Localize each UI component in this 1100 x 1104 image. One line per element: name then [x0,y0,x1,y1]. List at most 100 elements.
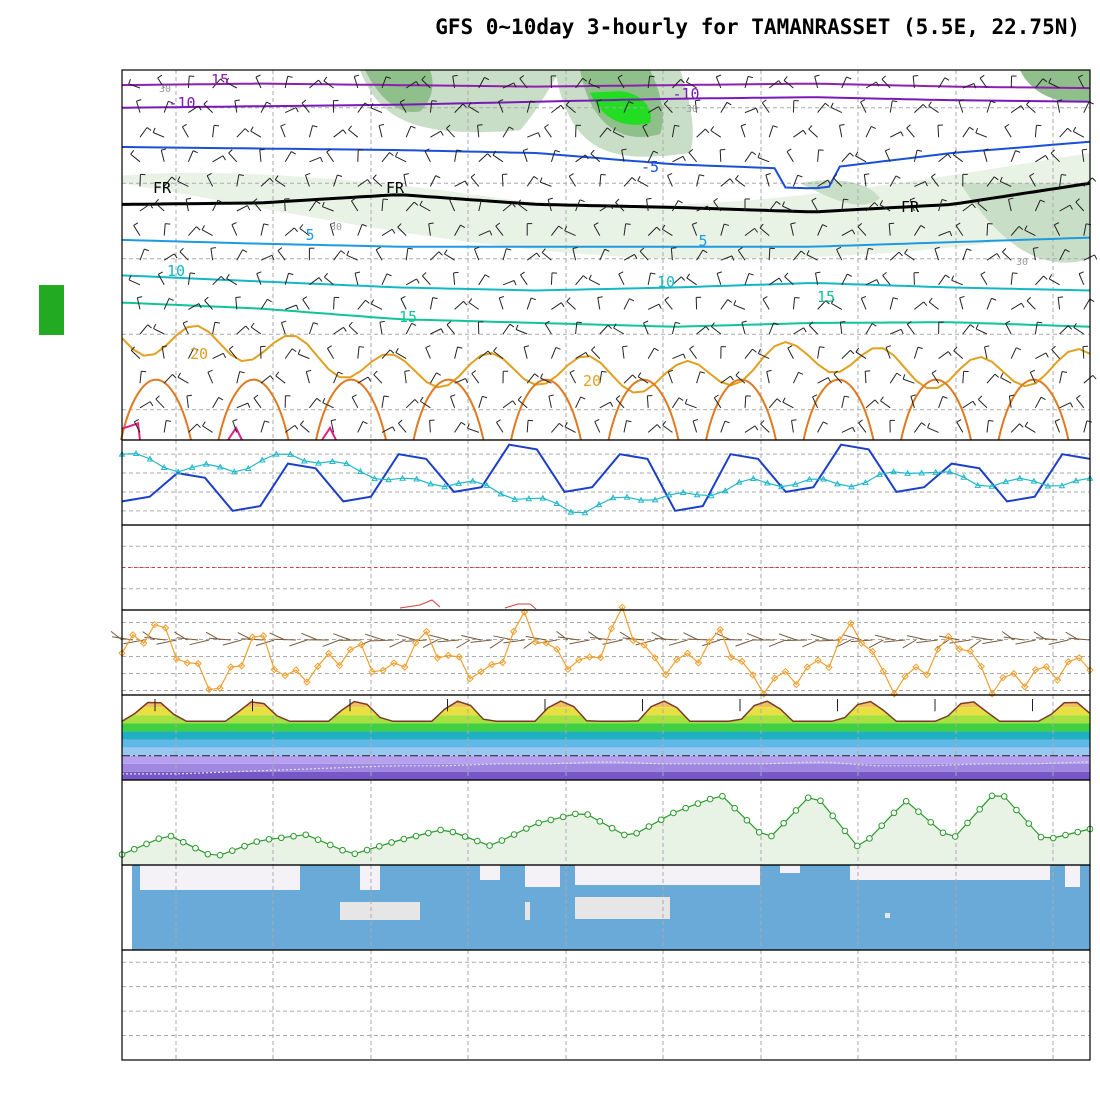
wind-barb [551,273,552,285]
contour-label: 20 [190,345,208,363]
wind10-speed-line [122,607,1090,694]
wind-barb-flag [795,297,800,298]
wind10-barb [916,640,937,643]
rh2m-point [144,841,150,847]
wind10-barb [1016,640,1036,644]
cloud-middle-clear [575,897,670,919]
rh2m-point [548,817,554,823]
rh2m-point [744,817,750,823]
rh2m-point [1050,835,1056,841]
rh2m-point [695,801,701,807]
wind10-barb [769,640,786,647]
contour-label: 15 [211,71,229,89]
rh2m-point [315,837,321,843]
wind10-barb [390,640,405,647]
wind10-barb [669,640,688,645]
rh2m-point [818,798,824,804]
panel-frame-slp [122,440,1090,525]
wind10-barb [903,640,916,648]
rh2m-point [499,838,505,844]
rh2m-point [217,852,223,858]
rh2m-point [609,825,615,831]
wind10-barb [223,640,242,645]
wind10-barb [289,640,307,646]
rh2m-point [131,846,137,852]
contour-label: FR [901,198,920,216]
rh2m-point [1075,829,1081,835]
contour-label: 5 [305,226,314,244]
wind-barb [720,150,721,162]
contour-label: 30 [1016,257,1028,268]
wind10-barb [323,640,340,646]
wind-barb-flag [988,420,993,421]
rh2m-point [671,810,677,816]
rh2m-point [965,820,971,826]
temp-band [122,772,1090,780]
wind-barb-flag [913,76,918,77]
rh2m-point [450,829,456,835]
wind10-barb [982,640,1003,644]
rh2m-point [1014,807,1020,813]
rh2m-point [683,805,689,811]
wind-barb-flag [623,346,628,347]
contour-label: 15 [399,308,417,326]
cloud-clear [140,865,300,890]
rh2m-point [1063,832,1069,838]
rh2m-point [560,814,566,820]
wind-barb-flag [187,395,192,396]
cloud-clear [480,865,500,880]
rh2m-point [254,839,260,845]
wind-barb-flag [405,371,410,372]
rh2m-point [916,809,922,815]
wind-barb [938,125,939,137]
wind10-barb [301,633,317,640]
wind10-barb [111,631,122,640]
rh2m-point [524,826,530,832]
rh2m-point [646,824,652,830]
contour-label: 10 [167,262,185,280]
wind-barb-flag [1092,178,1096,182]
wind-barb-flag [1012,273,1017,274]
rh2m-point [805,795,811,801]
chart-title: GFS 0~10day 3-hourly for TAMANRASSET (5.… [435,15,1080,39]
rh2m-point [291,833,297,839]
contour-label: 5 [698,232,707,250]
contour-label: 20 [583,372,601,390]
temp-band [122,723,1090,731]
rh2m-point [903,798,909,804]
wind10-barb [875,635,894,640]
wind-barb-flag [843,199,848,200]
contour-label: -5 [641,158,659,176]
temp-band [122,695,1090,707]
lifted-index-line [505,604,536,609]
rh2m-point [585,812,591,818]
wind10-barb [869,640,883,648]
rh2m-point [658,817,664,823]
wind10-barb [802,640,818,647]
wind-barb [769,248,770,260]
rh2m-point [340,847,346,853]
wind-barb-flag [260,149,265,150]
wind10-barb [558,637,579,640]
temp-band [122,707,1090,715]
wind-barb [285,199,286,211]
thickness-line [122,454,1090,513]
rh2m-point [867,836,873,842]
rh2m-point [1038,834,1044,840]
wind-barb-flag [1095,255,1097,259]
rh2m-point [952,834,958,840]
wind-barb [987,224,988,236]
rh2m-point [879,823,885,829]
wind-barb [334,297,335,309]
rh2m-point [168,833,174,839]
rh2m-point [438,827,444,833]
rh2m-point [536,820,542,826]
rh2m-point [229,848,235,854]
contour-label: 30 [330,222,342,233]
wind10-barb [970,640,981,649]
rh2m-point [156,836,162,842]
wind10-barb [438,640,460,642]
rh2m-point [487,843,493,849]
rh2m-point [205,851,211,857]
